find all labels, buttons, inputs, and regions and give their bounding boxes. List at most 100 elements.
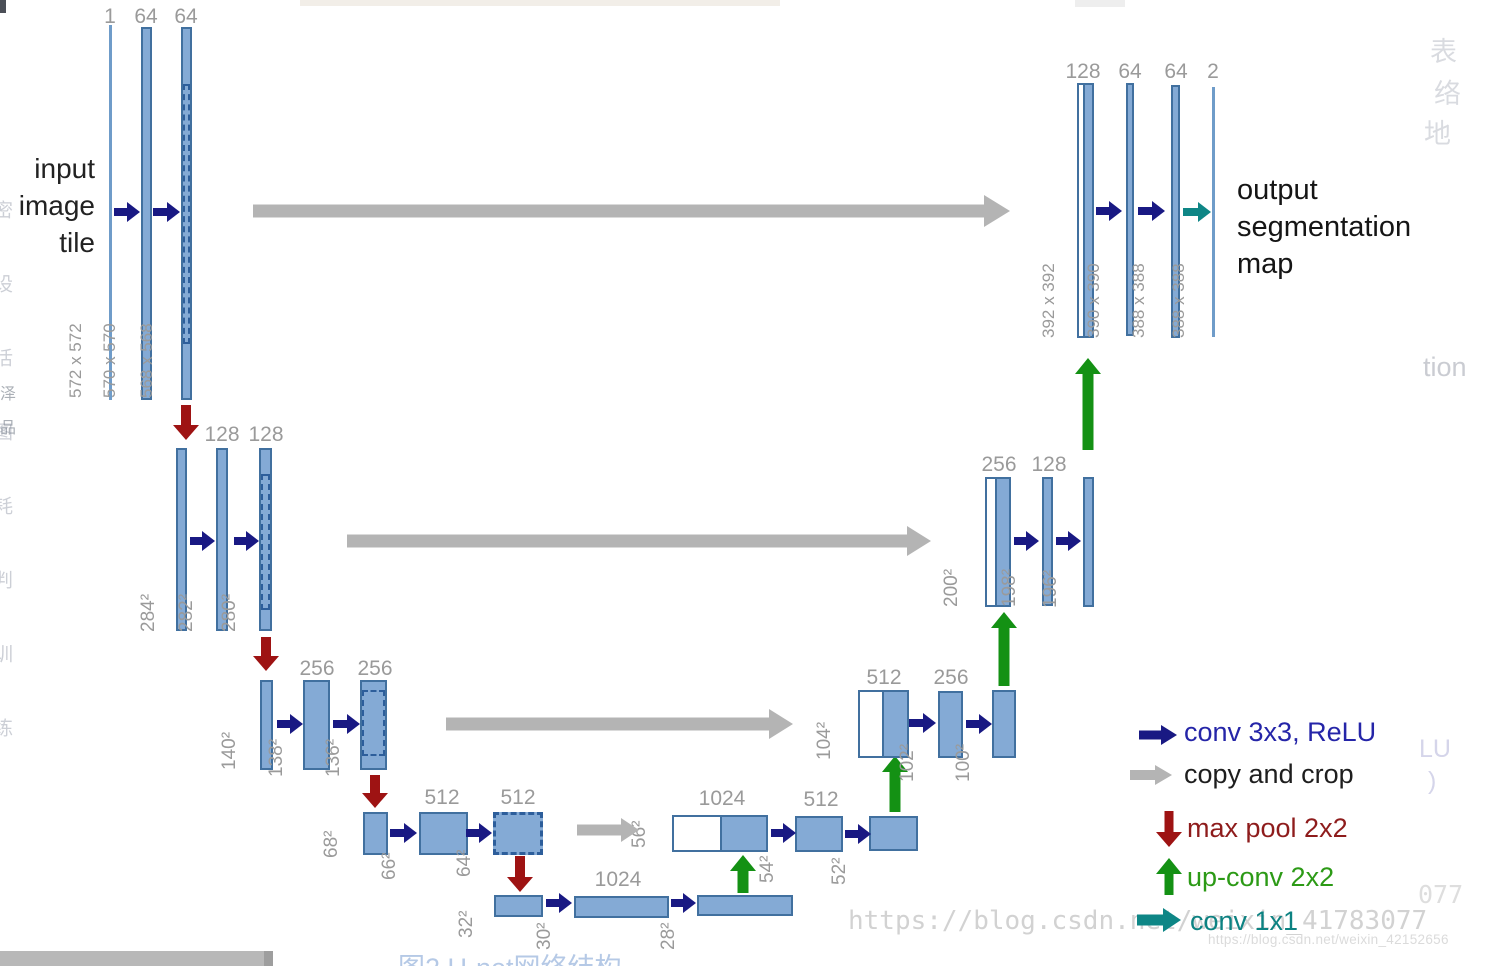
feature-map-bar bbox=[176, 448, 187, 631]
maxpool-arrow bbox=[172, 405, 200, 440]
left-edge-ghost-text: 密设活图耗判训练 bbox=[0, 200, 12, 792]
dim-label: 388 x 388 bbox=[1169, 263, 1188, 338]
feature-map-bar bbox=[938, 691, 963, 758]
channels-label: 1024 bbox=[698, 787, 746, 810]
crop-region-outline bbox=[261, 474, 270, 610]
dim-label: 570 x 570 bbox=[100, 323, 119, 398]
upconv-arrow bbox=[991, 612, 1017, 686]
conv-arrow bbox=[466, 823, 492, 843]
conv1x1-arrow bbox=[1183, 201, 1211, 222]
ghost-text: tion bbox=[1423, 352, 1467, 382]
input-label-line: image bbox=[18, 190, 95, 221]
upconv-features bbox=[1082, 85, 1092, 336]
edge-artifact bbox=[264, 951, 273, 966]
dim-label: 52² bbox=[829, 857, 850, 885]
input-label-line: tile bbox=[59, 227, 95, 258]
channels-label: 512 bbox=[866, 666, 902, 689]
maxpool-arrow bbox=[506, 856, 534, 892]
channels-label: 512 bbox=[803, 788, 839, 811]
dim-label: 284² bbox=[138, 593, 159, 632]
dim-label: 28² bbox=[658, 922, 679, 950]
output-label: output segmentation map bbox=[1237, 172, 1411, 283]
feature-map-bar bbox=[992, 690, 1016, 758]
ghost-cjk: 地 bbox=[1424, 119, 1451, 149]
dim-label: 388 x 388 bbox=[1129, 263, 1148, 338]
legend-copy-label: copy and crop bbox=[1184, 759, 1354, 789]
crop-region-outline bbox=[183, 84, 190, 344]
upconv-arrow bbox=[881, 756, 909, 812]
edge-artifact bbox=[0, 951, 273, 966]
input-label-line: input bbox=[34, 153, 95, 184]
channels-label: 256 bbox=[933, 666, 969, 689]
copied-features bbox=[1079, 85, 1083, 336]
feature-map-bar bbox=[360, 680, 387, 770]
legend-conv1x1-label: conv 1x1 bbox=[1190, 906, 1299, 936]
feature-map-bar bbox=[141, 27, 152, 400]
concat-feature-map-bar bbox=[672, 815, 768, 852]
feature-map-bar bbox=[303, 680, 330, 770]
feature-map-bar bbox=[259, 448, 272, 631]
copied-features bbox=[674, 817, 720, 850]
conv-arrow bbox=[153, 202, 180, 222]
conv-arrow bbox=[546, 893, 572, 913]
dim-label: 54² bbox=[757, 855, 778, 883]
dim-label: 104² bbox=[814, 721, 835, 760]
dim-label: 30² bbox=[534, 922, 555, 950]
conv-arrow bbox=[845, 824, 871, 844]
feature-map-bar bbox=[1042, 477, 1053, 606]
dim-label: 572 x 572 bbox=[66, 323, 85, 398]
upconv-arrow bbox=[729, 855, 757, 893]
legend-conv1x1-arrow bbox=[1137, 908, 1181, 932]
channels-label: 512 bbox=[500, 786, 536, 809]
conv-arrow bbox=[1138, 201, 1165, 221]
output-label-line: output bbox=[1237, 174, 1318, 206]
conv-arrow bbox=[966, 714, 992, 734]
concat-feature-map-bar bbox=[1077, 83, 1094, 338]
legend-copy-arrow bbox=[1130, 765, 1172, 785]
conv-arrow bbox=[234, 530, 259, 551]
dim-label: 68² bbox=[321, 830, 342, 858]
concat-feature-map-bar bbox=[985, 477, 1011, 607]
dim-label: 198² bbox=[999, 568, 1020, 607]
output-label-line: map bbox=[1237, 248, 1294, 280]
feature-map-bar bbox=[795, 816, 843, 852]
conv-arrow bbox=[390, 823, 417, 843]
conv-arrow bbox=[190, 530, 215, 551]
maxpool-arrow bbox=[252, 637, 280, 671]
edge-artifact bbox=[300, 0, 780, 6]
channels-label: 64 bbox=[1164, 60, 1188, 83]
channels-label: 256 bbox=[299, 657, 335, 680]
ghost-cjk: 络 bbox=[1434, 79, 1461, 109]
channels-label: 128 bbox=[1031, 453, 1067, 476]
crop-region-outline bbox=[362, 690, 385, 756]
channels-label: 512 bbox=[424, 786, 460, 809]
concat-feature-map-bar bbox=[858, 690, 909, 758]
dim-label: 100² bbox=[953, 743, 974, 782]
feature-map-bar bbox=[260, 680, 273, 770]
dim-label: 102² bbox=[897, 743, 918, 782]
dim-label: 280² bbox=[219, 593, 240, 632]
channels-label: 128 bbox=[248, 423, 284, 446]
conv-arrow bbox=[1096, 201, 1122, 221]
feature-map-bar bbox=[216, 448, 228, 631]
upconv-features bbox=[995, 479, 1009, 605]
figure-caption: 图2 U-net网络结构 bbox=[398, 946, 622, 966]
feature-map-bar bbox=[1083, 477, 1094, 607]
conv-arrow bbox=[333, 713, 360, 734]
edge-artifact bbox=[0, 0, 6, 13]
feature-map-bar bbox=[109, 25, 112, 400]
dim-label: 66² bbox=[379, 852, 400, 880]
feature-map-bar bbox=[493, 812, 543, 855]
edge-artifact bbox=[1075, 0, 1125, 7]
legend-maxpool-label: max pool 2x2 bbox=[1187, 813, 1348, 843]
copied-features bbox=[987, 479, 996, 605]
legend-conv-label: conv 3x3, ReLU bbox=[1184, 717, 1377, 747]
channels-label: 1024 bbox=[594, 868, 642, 891]
legend-upconv-label: up-conv 2x2 bbox=[1187, 862, 1335, 892]
output-label-line: segmentation bbox=[1237, 211, 1412, 243]
channels-label: 2 bbox=[1207, 60, 1219, 83]
channels-label: 256 bbox=[981, 453, 1017, 476]
dim-label: 196² bbox=[1040, 569, 1061, 608]
dim-label: 390 x 390 bbox=[1084, 263, 1103, 338]
